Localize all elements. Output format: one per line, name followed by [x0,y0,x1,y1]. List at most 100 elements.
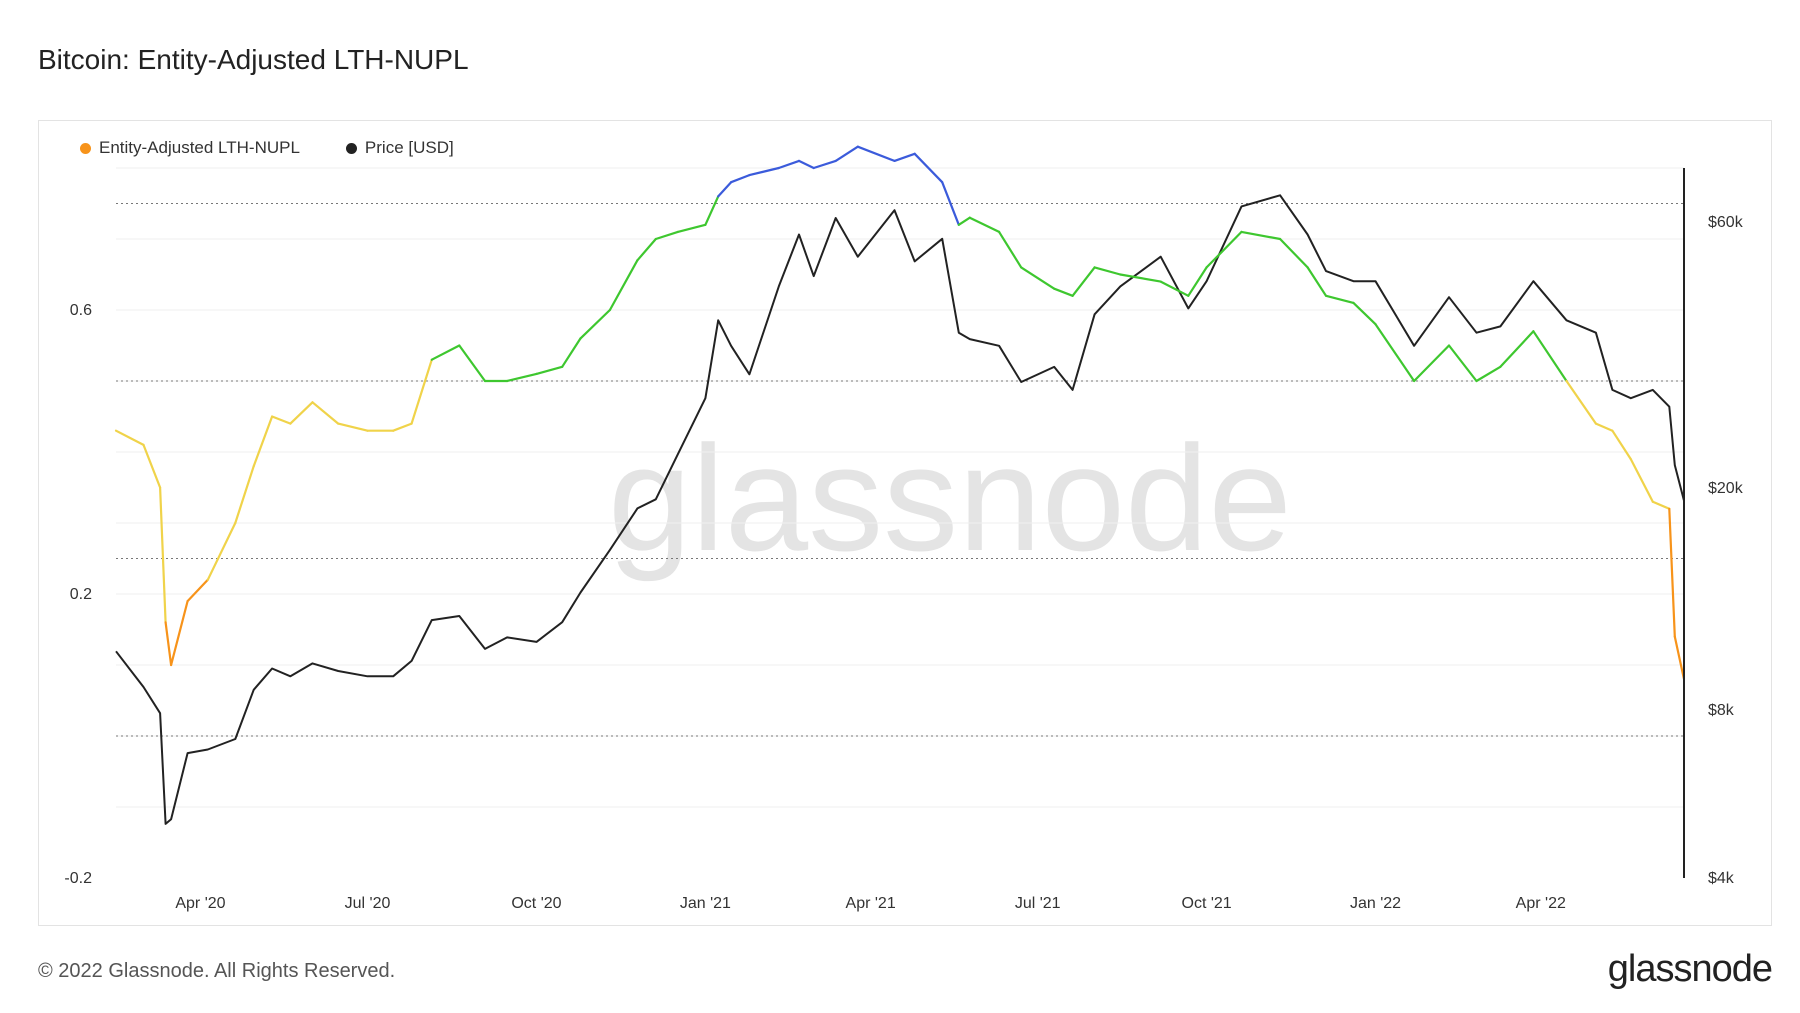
nupl-segment [913,152,944,184]
nupl-segment [1071,266,1096,297]
legend-label-nupl: Entity-Adjusted LTH-NUPL [99,138,300,157]
x-axis: Apr '20 Jul '20 Oct '20 Jan '21 Apr '21 Jul '… [175,895,1566,912]
nupl-segment [957,216,971,226]
y-right-tick-label: $8k [1708,702,1735,719]
nupl-segment [535,365,564,375]
nupl-segment [1447,344,1478,383]
legend-label-price: Price [USD] [364,138,454,157]
nupl-segment [729,174,751,184]
nupl-segment [1240,230,1282,241]
nupl-segment [608,259,639,312]
nupl-segment [1352,301,1377,326]
nupl-segment [1475,365,1502,383]
nupl-segment [1020,266,1056,290]
nupl-segment [812,159,837,170]
nupl-segment [430,344,461,361]
nupl-segment [1205,230,1243,269]
glassnode-logo: glassnode [1607,948,1773,990]
nupl-series [114,145,1686,681]
nupl-segment [1499,330,1535,368]
x-tick-label: Oct '21 [1182,895,1232,912]
x-tick-label: Jan '22 [1350,895,1401,912]
nupl-segment [1278,237,1309,269]
nupl-segment [234,465,255,525]
nupl-segment [797,159,815,170]
nupl-segment [458,344,487,383]
nupl-segment [1053,287,1074,297]
nupl-segment [1611,429,1632,461]
nupl-segment [186,578,209,603]
legend-item-price[interactable]: Price [USD] [345,138,454,158]
y-left-tick-label: -0.2 [64,870,92,887]
x-tick-label: Jul '20 [345,895,391,912]
y-axis-left: -0.2 0.2 0.6 [64,302,92,887]
nupl-segment [170,599,189,667]
chart-frame [38,120,1772,926]
y-right-tick-label: $4k [1708,870,1735,887]
nupl-segment [142,443,162,489]
nupl-segment [893,152,916,162]
x-tick-label: Apr '22 [1516,895,1566,912]
x-tick-label: Oct '20 [511,895,561,912]
y-right-tick-label: $60k [1708,214,1744,231]
nupl-segment [1651,500,1671,510]
nupl-segment [1412,344,1451,383]
y-left-tick-label: 0.2 [70,586,92,603]
nupl-segment [114,429,145,446]
nupl-segment [997,230,1023,269]
x-tick-label: Jul '21 [1015,895,1061,912]
nupl-segment [1629,458,1654,503]
legend-dot-price [345,142,357,154]
nupl-segment [1324,294,1355,304]
nupl-segment [748,166,780,177]
legend-dot-nupl [80,142,91,154]
nupl-segment [410,358,433,425]
nupl-segment [654,230,679,241]
nupl-segment [1673,635,1686,681]
nupl-segment [392,422,413,432]
nupl-segment [1594,422,1614,432]
chart-title: Bitcoin: Entity-Adjusted LTH-NUPL [38,44,469,75]
zone-threshold-lines [116,203,1684,737]
nupl-segment [579,308,612,340]
y-right-tick-label: $20k [1708,480,1744,497]
x-tick-label: Apr '20 [175,895,225,912]
nupl-segment [777,159,801,170]
nupl-segment [561,337,582,368]
nupl-segment [164,621,173,667]
nupl-segment [1159,280,1190,297]
legend-item-nupl[interactable]: Entity-Adjusted LTH-NUPL [80,138,300,158]
price-series [115,194,1685,825]
copyright-text: © 2022 Glassnode. All Rights Reserved. [38,960,396,982]
nupl-segment [968,216,1001,233]
nupl-segment [676,223,707,233]
x-tick-label: Jan '21 [680,895,731,912]
y-left-tick-label: 0.6 [70,302,92,319]
nupl-segment [1565,379,1598,425]
nupl-segment [834,145,859,162]
nupl-segment [337,422,369,432]
nupl-segment [1187,266,1208,297]
nupl-segment [206,521,237,581]
nupl-segment [856,145,896,162]
nupl-segment [717,181,733,198]
price-line [115,194,1685,825]
nupl-segment [1532,330,1568,383]
nupl-segment [1093,266,1122,276]
nupl-segment [1668,507,1676,638]
nupl-segment [289,401,314,425]
nupl-segment [1306,266,1328,297]
nupl-segment [159,486,167,624]
watermark-text: glassnode [608,414,1292,582]
nupl-segment [704,195,720,226]
y-axis-right: $4k $8k $20k $60k [1708,214,1744,887]
nupl-segment [271,415,292,425]
nupl-segment [506,372,538,383]
nupl-segment [1119,273,1162,283]
nupl-segment [636,237,657,262]
nupl-segment [1374,323,1416,383]
x-tick-label: Apr '21 [846,895,896,912]
nupl-segment [252,415,274,468]
nupl-segment [311,401,340,425]
